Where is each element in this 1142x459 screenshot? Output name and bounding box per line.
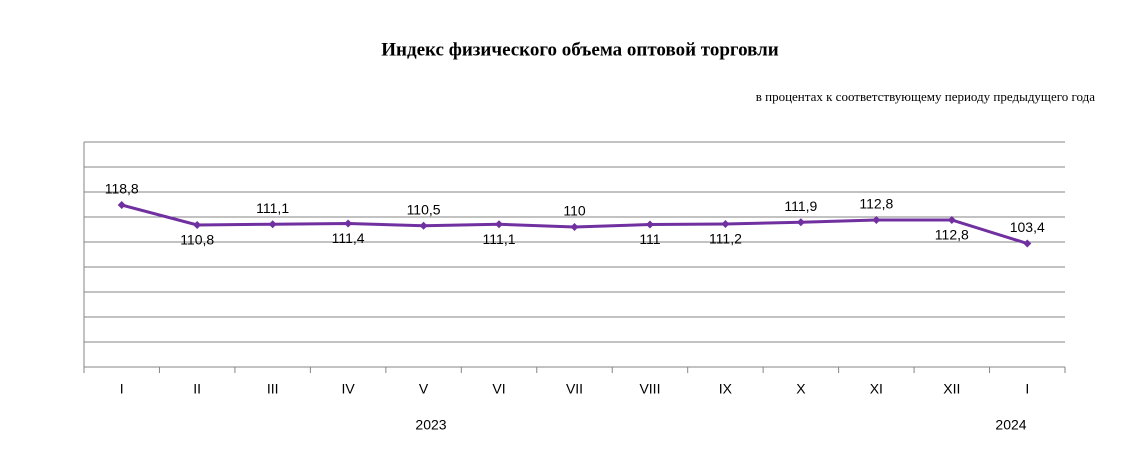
x-tick-label: II <box>193 381 201 397</box>
x-tick-label: XII <box>943 381 960 397</box>
marker <box>193 221 202 229</box>
x-tick-label: VI <box>492 381 505 397</box>
x-tick-label: IX <box>719 381 733 397</box>
x-tick-label: I <box>120 381 124 397</box>
data-label: 110,8 <box>180 232 214 248</box>
x-tick-label: V <box>419 381 429 397</box>
x-tick-label: VII <box>566 381 583 397</box>
data-label: 112,8 <box>859 196 893 212</box>
data-label: 112,8 <box>935 227 969 243</box>
data-label: 111 <box>639 231 660 247</box>
marker <box>872 216 881 224</box>
data-label: 118,8 <box>105 181 139 197</box>
marker <box>1023 239 1032 248</box>
data-label: 111,4 <box>332 230 365 246</box>
x-tick-label: III <box>267 381 279 397</box>
marker <box>117 201 126 209</box>
marker <box>721 220 730 228</box>
data-label: 111,9 <box>784 198 817 214</box>
group-label: 2024 <box>995 417 1026 433</box>
chart-title: Индекс физического объема оптовой торгов… <box>381 39 779 60</box>
x-tick-label: I <box>1025 381 1029 397</box>
marker <box>344 219 353 228</box>
x-tick-label: VIII <box>639 381 660 397</box>
data-label: 110,5 <box>407 201 441 217</box>
group-label: 2023 <box>415 417 446 433</box>
data-label: 110 <box>563 203 586 219</box>
x-tick-label: XI <box>870 381 883 397</box>
data-label: 111,2 <box>709 231 742 247</box>
marker <box>796 218 805 227</box>
marker <box>947 216 956 224</box>
data-label: 111,1 <box>483 231 516 247</box>
x-tick-label: IV <box>341 381 355 397</box>
data-label: 103,4 <box>1010 219 1045 235</box>
marker <box>419 221 428 230</box>
x-tick-label: X <box>796 381 806 397</box>
data-label: 111,1 <box>256 200 289 216</box>
chart-subtitle: в процентах к соответствующему периоду п… <box>756 89 1095 104</box>
marker <box>495 220 504 229</box>
marker <box>570 223 579 231</box>
marker <box>645 220 654 229</box>
marker <box>268 220 277 229</box>
